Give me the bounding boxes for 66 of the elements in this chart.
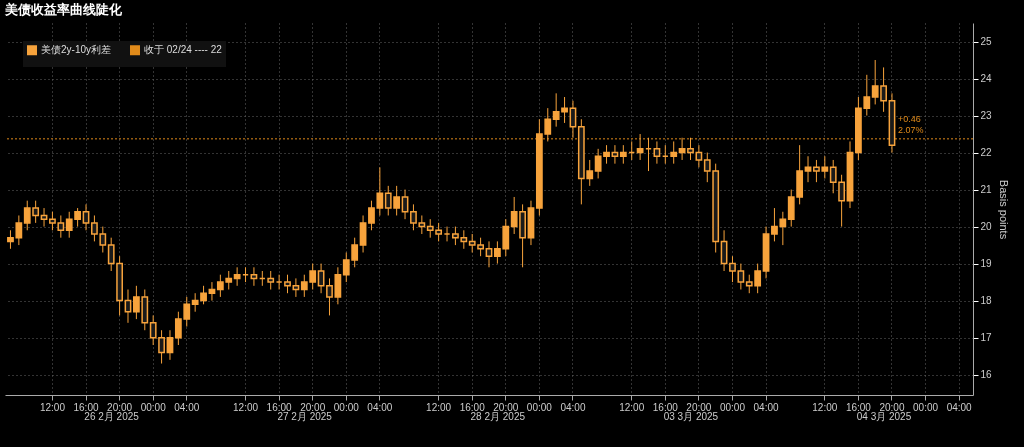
x-tick-label: 12:00 bbox=[812, 401, 838, 413]
x-tick-label: 16:00 bbox=[459, 401, 486, 413]
y-tick-label: 17 bbox=[980, 332, 993, 344]
y-tick-label: 21 bbox=[980, 184, 993, 196]
x-tick-label: 00:00 bbox=[333, 401, 360, 413]
chart-title: 美债收益率曲线陡化 bbox=[3, 2, 123, 17]
legend-label: 收于 02/24 ---- 22 bbox=[144, 44, 223, 56]
candlestick bbox=[619, 144, 627, 165]
candlestick bbox=[804, 155, 812, 183]
candlestick bbox=[569, 100, 577, 139]
y-tick-label: 24 bbox=[980, 73, 993, 85]
y-tick-label: 20 bbox=[980, 221, 993, 233]
candlestick bbox=[611, 144, 619, 165]
candlestick bbox=[284, 274, 291, 294]
x-tick-label: 04:00 bbox=[174, 401, 200, 413]
candlestick bbox=[670, 140, 678, 165]
x-tick-label: 16:00 bbox=[266, 401, 293, 413]
x-tick-label: 04:00 bbox=[753, 401, 779, 413]
y-tick-label: 19 bbox=[980, 258, 993, 270]
x-tick-label: 00:00 bbox=[526, 401, 553, 413]
x-tick-label: 20:00 bbox=[300, 401, 326, 413]
candlestick bbox=[678, 137, 686, 161]
annotation: +0.46 bbox=[897, 113, 921, 124]
x-tick-label: 04:00 bbox=[560, 401, 586, 413]
candlestick bbox=[292, 277, 300, 298]
legend-label: 美债2y-10y利差 bbox=[41, 44, 112, 56]
x-tick-label: 20:00 bbox=[686, 401, 712, 413]
candlestick bbox=[250, 266, 258, 287]
x-tick-label: 12:00 bbox=[39, 401, 66, 413]
x-tick-label: 00:00 bbox=[140, 401, 167, 413]
y-tick-label: 16 bbox=[980, 369, 993, 381]
candlestick bbox=[233, 266, 241, 287]
y-tick-label: 23 bbox=[980, 110, 993, 122]
x-tick-label: 04:00 bbox=[367, 401, 393, 413]
text: 28 2月 2025 bbox=[470, 411, 526, 422]
annotation: 2.07% bbox=[897, 124, 924, 135]
candlestick bbox=[317, 263, 325, 294]
text: 03 3月 2025 bbox=[663, 411, 719, 422]
text: 26 2月 2025 bbox=[84, 411, 140, 422]
text: 04 3月 2025 bbox=[856, 411, 912, 422]
x-tick-label: 20:00 bbox=[493, 401, 519, 413]
candlestick bbox=[401, 189, 409, 220]
candlestick bbox=[359, 214, 367, 253]
candlestick bbox=[267, 270, 275, 291]
y-tick-label: 22 bbox=[980, 147, 993, 159]
candlestick bbox=[636, 133, 644, 161]
x-tick-label: 12:00 bbox=[619, 401, 645, 413]
x-tick-label: 20:00 bbox=[879, 401, 905, 413]
x-tick-label: 16:00 bbox=[73, 401, 99, 413]
y-tick-label: 25 bbox=[980, 36, 993, 48]
candlestick bbox=[208, 281, 216, 302]
candlestick bbox=[485, 240, 493, 268]
candlestick bbox=[653, 140, 661, 165]
x-tick-label: 16:00 bbox=[652, 401, 679, 413]
x-tick-label: 20:00 bbox=[107, 401, 133, 413]
candlestick bbox=[40, 207, 48, 228]
candlestick bbox=[82, 203, 90, 231]
text: 27 2月 2025 bbox=[277, 411, 333, 422]
x-tick-label: 00:00 bbox=[719, 401, 746, 413]
y-axis-title: Basis points bbox=[997, 179, 1010, 240]
x-tick-label: 04:00 bbox=[946, 401, 973, 413]
x-tick-label: 12:00 bbox=[426, 401, 452, 413]
x-tick-label: 16:00 bbox=[845, 401, 872, 413]
y-tick-label: 18 bbox=[980, 295, 993, 307]
x-tick-label: 12:00 bbox=[233, 401, 259, 413]
x-tick-label: 00:00 bbox=[913, 401, 939, 413]
